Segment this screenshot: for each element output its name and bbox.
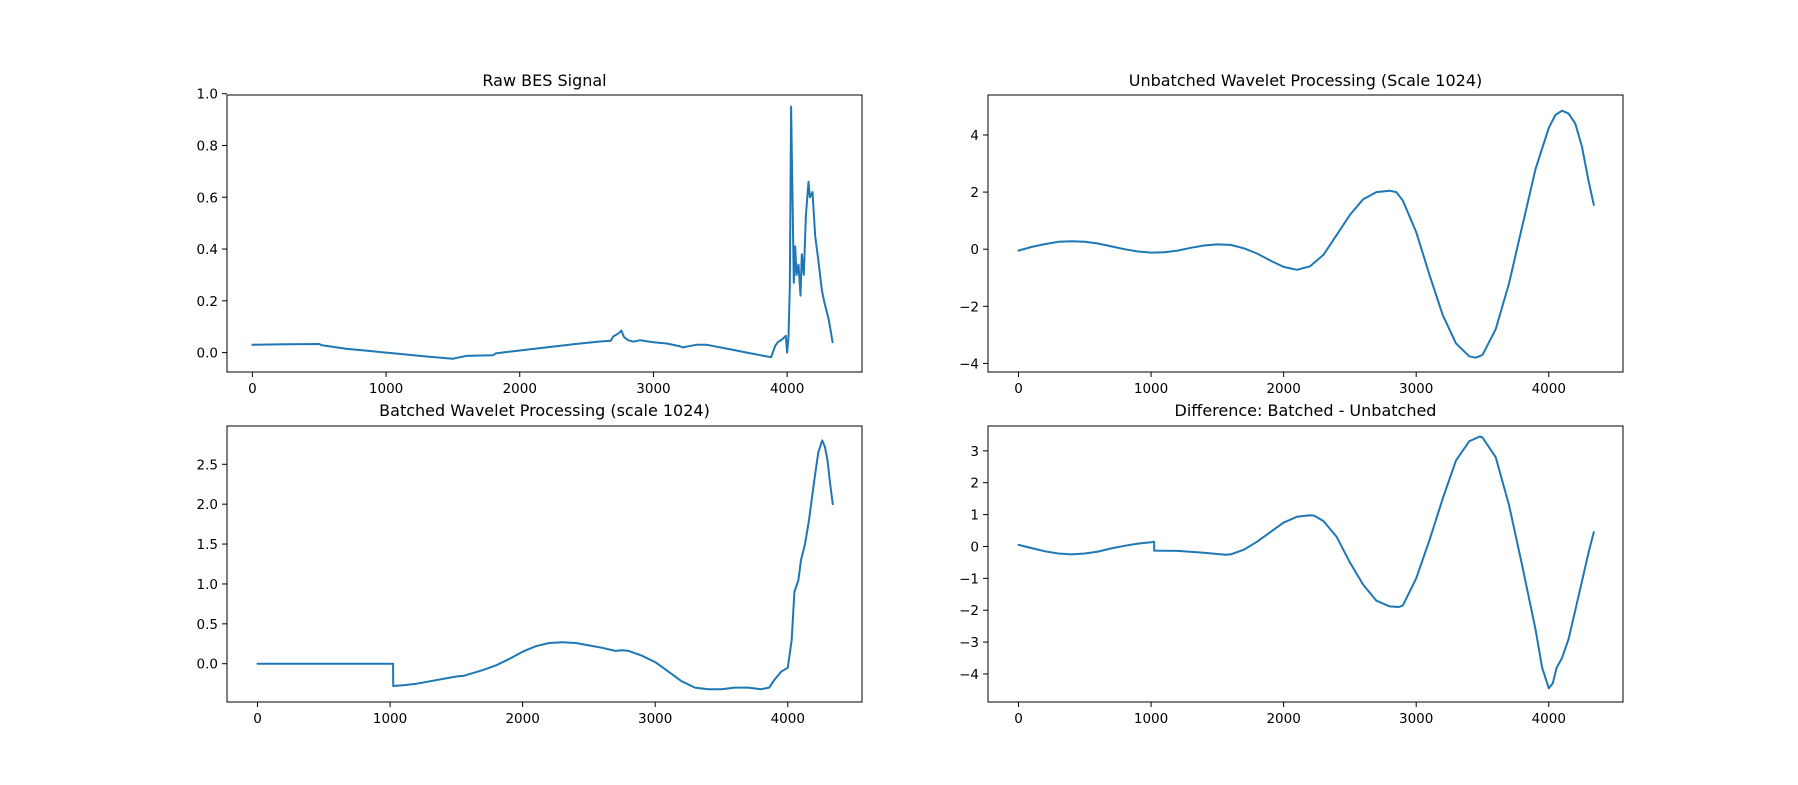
y-tick-label: 2.5 <box>197 457 218 473</box>
x-tick-label: 0 <box>1014 711 1023 727</box>
y-tick-label: 2 <box>970 476 979 492</box>
x-tick-label: 0 <box>1014 381 1023 397</box>
x-tick-label: 1000 <box>369 381 403 397</box>
y-tick-label: 1 <box>970 508 979 524</box>
x-tick-label: 2000 <box>1266 711 1300 727</box>
x-tick-label: 4000 <box>770 381 804 397</box>
x-tick-label: 0 <box>253 711 262 727</box>
y-tick-label: −4 <box>959 356 979 372</box>
axes-frame <box>226 94 863 373</box>
y-tick-label: 3 <box>970 444 979 460</box>
x-tick-label: 2000 <box>503 381 537 397</box>
subplot-difference: Difference: Batched - Unbatched 0 1000 200… <box>959 401 1624 727</box>
subplot-title: Batched Wavelet Processing (scale 1024) <box>379 401 710 420</box>
x-tick-label: 1000 <box>373 711 407 727</box>
x-tick-label: 1000 <box>1134 711 1168 727</box>
y-tick-label: −3 <box>959 635 979 651</box>
axes-frame <box>987 94 1624 373</box>
y-tick-label: 0.5 <box>197 617 218 633</box>
series-line <box>251 105 834 360</box>
y-tick-label: −4 <box>959 667 979 683</box>
subplot-unbatched-wavelet: Unbatched Wavelet Processing (Scale 1024… <box>959 71 1624 397</box>
y-tick-label: 1.0 <box>197 87 218 103</box>
x-tick-label: 3000 <box>1399 381 1433 397</box>
y-tick-label: 1.5 <box>197 537 218 553</box>
x-tick-label: 4000 <box>1532 711 1566 727</box>
y-tick-label: 4 <box>970 128 979 144</box>
y-tick-label: 1.0 <box>197 577 218 593</box>
y-tick-label: −2 <box>959 299 979 315</box>
axes-frame <box>987 425 1624 703</box>
series-line <box>1017 109 1595 359</box>
y-tick-label: 2.0 <box>197 497 218 513</box>
x-tick-label: 1000 <box>1134 381 1168 397</box>
axes-frame <box>226 425 863 703</box>
y-tick-label: −2 <box>959 603 979 619</box>
x-tick-label: 3000 <box>638 711 672 727</box>
y-tick-label: 0.4 <box>197 242 218 258</box>
y-tick-label: 2 <box>970 185 979 201</box>
x-tick-label: 3000 <box>636 381 670 397</box>
y-tick-label: 0.8 <box>197 138 218 154</box>
subplot-title: Difference: Batched - Unbatched <box>1175 401 1437 420</box>
y-tick-label: 0.0 <box>197 657 218 673</box>
series-line <box>1017 435 1595 690</box>
y-tick-label: −1 <box>959 571 979 587</box>
y-tick-label: 0 <box>970 242 979 258</box>
x-tick-label: 4000 <box>1532 381 1566 397</box>
x-tick-label: 2000 <box>1266 381 1300 397</box>
x-tick-label: 0 <box>248 381 257 397</box>
y-tick-label: 0 <box>970 539 979 555</box>
subplot-batched-wavelet: Batched Wavelet Processing (scale 1024) … <box>197 401 863 727</box>
x-tick-label: 4000 <box>771 711 805 727</box>
x-tick-label: 2000 <box>505 711 539 727</box>
series-line <box>256 439 834 691</box>
y-tick-label: 0.0 <box>197 346 218 362</box>
subplot-title: Raw BES Signal <box>482 71 606 90</box>
y-tick-label: 0.6 <box>197 190 218 206</box>
y-tick-label: 0.2 <box>197 294 218 310</box>
x-tick-label: 3000 <box>1399 711 1433 727</box>
subplot-raw-bes-signal: Raw BES Signal 0 1000 2000 3000 4000 0.0 0.2 0.… <box>197 71 863 397</box>
subplot-title: Unbatched Wavelet Processing (Scale 1024… <box>1129 71 1483 90</box>
